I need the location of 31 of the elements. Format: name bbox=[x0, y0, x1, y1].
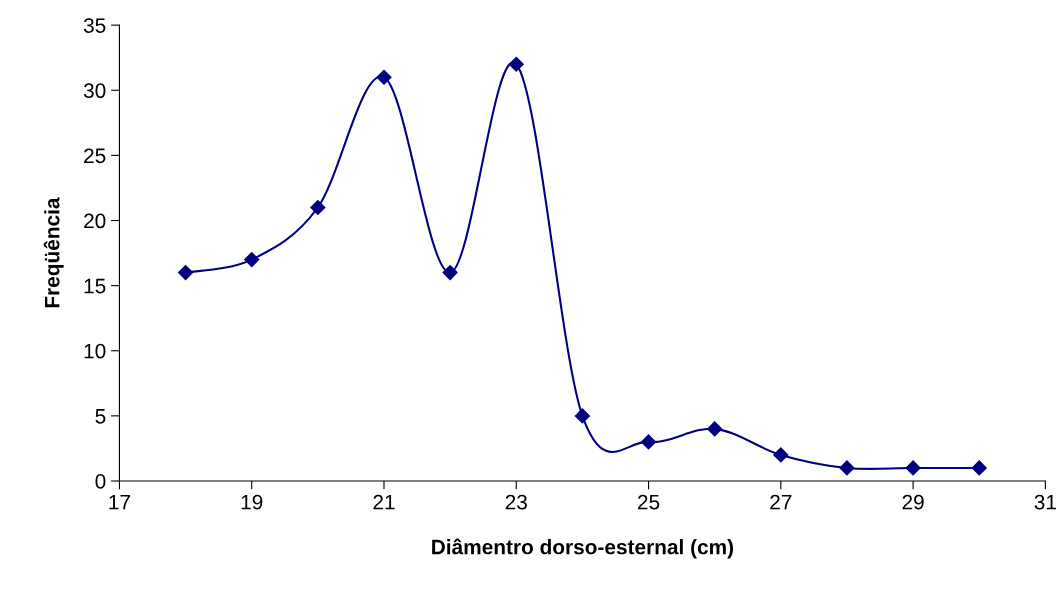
point bbox=[905, 460, 921, 476]
point bbox=[640, 434, 657, 450]
point bbox=[310, 199, 326, 216]
point bbox=[442, 265, 458, 281]
y-tick-label: 25 bbox=[84, 148, 106, 164]
x-tick-label: 27 bbox=[770, 494, 792, 510]
point bbox=[244, 252, 260, 268]
y-tick-label: 5 bbox=[95, 409, 106, 424]
x-tick-label: 21 bbox=[373, 494, 395, 510]
x-tick-label: 31 bbox=[1034, 494, 1056, 510]
point bbox=[376, 69, 392, 85]
x-tick-label: 23 bbox=[505, 494, 527, 510]
point bbox=[839, 460, 855, 476]
y-tick-label: 35 bbox=[83, 18, 106, 33]
y-tick-label: 15 bbox=[84, 278, 106, 294]
point bbox=[971, 460, 987, 476]
point bbox=[574, 408, 590, 424]
point bbox=[178, 265, 194, 281]
y-tick-label: 10 bbox=[84, 343, 106, 359]
point bbox=[508, 56, 524, 72]
x-tick-label: 17 bbox=[109, 494, 130, 510]
y-tick-label: 20 bbox=[84, 213, 106, 229]
y-axis-title: Freqüência bbox=[43, 197, 64, 308]
point bbox=[707, 421, 723, 437]
x-tick-label: 25 bbox=[638, 494, 660, 510]
x-tick-label: 29 bbox=[902, 494, 924, 510]
x-axis-title: Diâmentro dorso-esternal (cm) bbox=[432, 538, 734, 559]
y-tick-label: 0 bbox=[95, 474, 106, 489]
x-tick-label: 19 bbox=[241, 494, 263, 510]
y-tick-label: 30 bbox=[83, 83, 106, 99]
point bbox=[773, 447, 789, 463]
